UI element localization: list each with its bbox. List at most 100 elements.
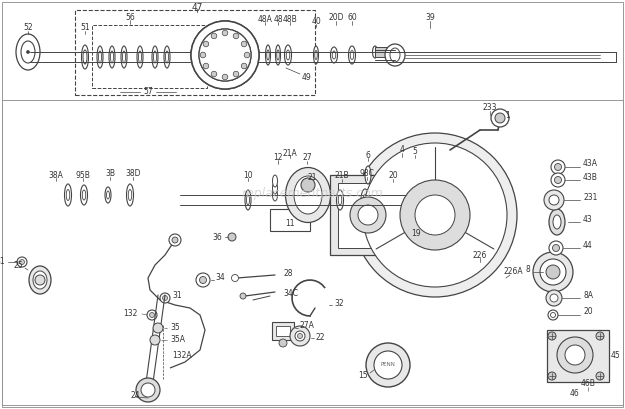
Circle shape [548, 332, 556, 340]
Circle shape [191, 21, 259, 89]
Circle shape [554, 177, 561, 184]
Text: 20: 20 [583, 308, 592, 317]
Circle shape [596, 372, 604, 380]
Ellipse shape [372, 46, 378, 58]
Ellipse shape [390, 48, 400, 62]
Text: 31: 31 [0, 256, 5, 265]
Ellipse shape [332, 51, 336, 59]
Circle shape [550, 294, 558, 302]
Text: replacementparts.com: replacementparts.com [241, 187, 383, 200]
Ellipse shape [154, 51, 156, 63]
Circle shape [491, 109, 509, 127]
Circle shape [244, 52, 250, 58]
Circle shape [203, 63, 209, 69]
Text: 36: 36 [213, 232, 222, 241]
Text: 60: 60 [347, 13, 357, 22]
Text: 22: 22 [316, 333, 326, 342]
Ellipse shape [121, 46, 127, 68]
Ellipse shape [97, 46, 103, 68]
Circle shape [363, 143, 507, 287]
Text: 56: 56 [125, 13, 135, 22]
Circle shape [298, 333, 302, 339]
Bar [375, 47, 387, 57]
Ellipse shape [266, 45, 271, 65]
Text: 40: 40 [311, 18, 321, 27]
Ellipse shape [272, 175, 278, 187]
Circle shape [196, 273, 210, 287]
Ellipse shape [548, 310, 558, 320]
Text: 25: 25 [13, 261, 23, 270]
Text: 49: 49 [302, 74, 312, 83]
Circle shape [295, 331, 305, 341]
Ellipse shape [363, 195, 367, 205]
Circle shape [231, 274, 239, 281]
Text: 43: 43 [583, 214, 592, 223]
Ellipse shape [166, 51, 169, 63]
Text: 38A: 38A [49, 171, 64, 180]
Text: 24: 24 [130, 391, 140, 400]
Text: 35A: 35A [170, 335, 185, 344]
Text: 4: 4 [399, 146, 404, 155]
Ellipse shape [350, 50, 354, 59]
Circle shape [495, 113, 505, 123]
Ellipse shape [286, 168, 331, 222]
Ellipse shape [164, 46, 170, 68]
Ellipse shape [315, 50, 318, 59]
Circle shape [549, 241, 563, 255]
Text: 20: 20 [388, 171, 398, 180]
Circle shape [552, 245, 559, 252]
Circle shape [141, 383, 155, 397]
Circle shape [233, 71, 239, 77]
Circle shape [358, 205, 378, 225]
Ellipse shape [314, 46, 319, 64]
Circle shape [551, 160, 565, 174]
Ellipse shape [83, 50, 87, 64]
Ellipse shape [272, 182, 278, 194]
Text: 19: 19 [411, 229, 421, 238]
Bar [272, 322, 294, 340]
Ellipse shape [336, 190, 344, 210]
Text: 21A: 21A [282, 148, 298, 157]
Text: 28: 28 [283, 270, 292, 279]
Ellipse shape [331, 47, 338, 63]
Circle shape [240, 293, 246, 299]
Ellipse shape [66, 189, 70, 200]
Text: 132: 132 [124, 310, 138, 319]
Ellipse shape [385, 44, 405, 66]
Circle shape [400, 180, 470, 250]
Ellipse shape [267, 50, 269, 60]
Text: 11: 11 [285, 220, 295, 229]
Ellipse shape [308, 195, 312, 205]
Circle shape [136, 378, 160, 402]
Bar [547, 330, 609, 382]
Text: 233: 233 [482, 103, 498, 112]
Text: PENN: PENN [381, 362, 396, 368]
Ellipse shape [81, 45, 89, 69]
Ellipse shape [16, 34, 40, 70]
Text: 132A: 132A [172, 351, 192, 360]
Ellipse shape [105, 187, 111, 203]
Circle shape [17, 257, 27, 267]
Ellipse shape [106, 191, 109, 199]
Ellipse shape [361, 189, 369, 211]
Ellipse shape [412, 164, 418, 180]
Text: 5: 5 [412, 148, 418, 157]
Ellipse shape [553, 215, 561, 229]
Ellipse shape [390, 195, 394, 205]
Text: 10: 10 [243, 171, 252, 180]
Ellipse shape [306, 189, 314, 211]
Circle shape [26, 50, 29, 54]
Circle shape [415, 195, 455, 235]
Bar [276, 326, 290, 336]
Circle shape [191, 21, 259, 89]
Text: 35: 35 [170, 324, 180, 333]
Circle shape [551, 173, 565, 187]
Bar [270, 209, 310, 231]
Circle shape [353, 133, 517, 297]
Circle shape [150, 335, 160, 345]
Ellipse shape [122, 51, 126, 63]
Circle shape [548, 372, 556, 380]
Circle shape [222, 30, 228, 36]
Circle shape [162, 295, 168, 301]
Ellipse shape [246, 195, 249, 205]
